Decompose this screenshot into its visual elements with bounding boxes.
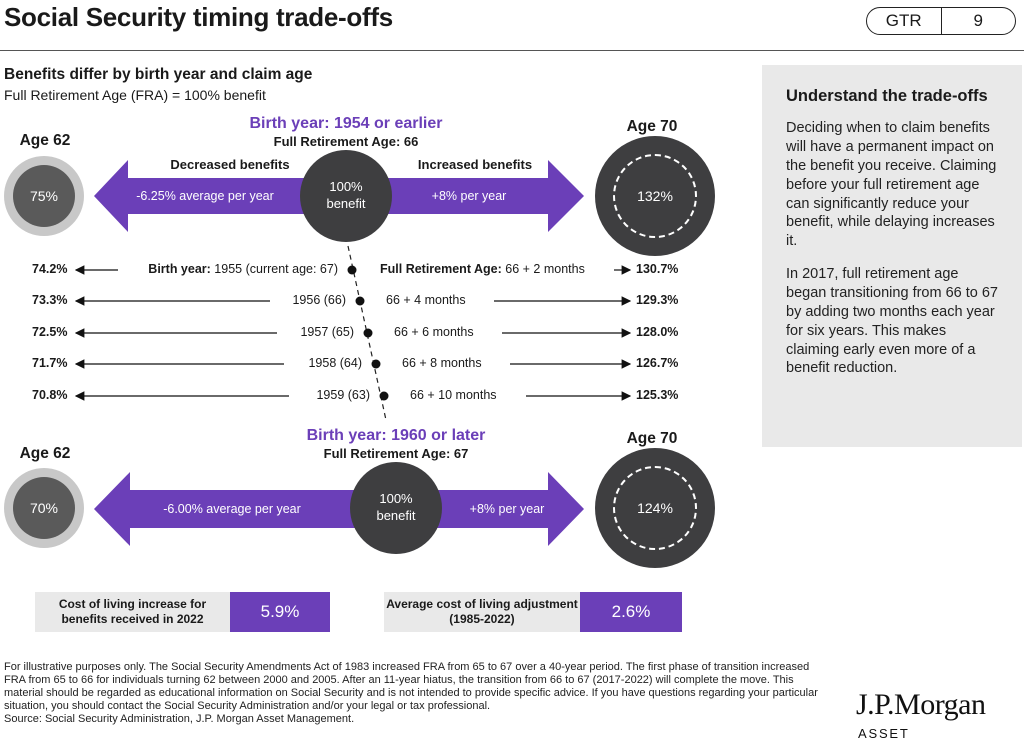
age-62-label-2: Age 62: [19, 445, 71, 462]
decreased-benefits-label: Decreased benefits: [170, 157, 290, 172]
footer-disclaimer: For illustrative purposes only. The Soci…: [4, 661, 824, 726]
header-divider: [0, 50, 1024, 51]
jpmorgan-logo-subtitle: ASSET MANAGEMENT: [858, 726, 967, 744]
age-62-benefit-circle: 75%: [4, 156, 84, 236]
decreased-arrow-2: [94, 472, 362, 546]
sidebar-paragraph-2: In 2017, full retirement age began trans…: [786, 266, 998, 377]
badge-guide-label: GTR: [867, 8, 942, 34]
row-birth-year: 1959 (63): [316, 388, 370, 402]
increased-arrow-1: [384, 160, 584, 232]
increased-arrow-2: [430, 472, 584, 546]
timeline-dot: [347, 265, 357, 275]
row-fra: Full Retirement Age: 66 + 2 months: [380, 262, 585, 276]
disclaimer-text: For illustrative purposes only. The Soci…: [4, 661, 818, 712]
row-reduced-benefit: 73.3%: [32, 293, 68, 307]
row-reduced-benefit: 71.7%: [32, 356, 68, 370]
row-fra: 66 + 10 months: [410, 388, 497, 402]
birth-year-1960-title: Birth year: 1960 or later: [306, 427, 486, 444]
source-text: Source: Social Security Administration, …: [4, 712, 355, 725]
age-70-label-2: Age 70: [626, 430, 678, 447]
badge-page-number: 9: [973, 11, 983, 30]
section-note: Full Retirement Age (FRA) = 100% benefit: [4, 87, 266, 103]
timeline-dot: [363, 328, 373, 338]
row-increased-benefit: 130.7%: [636, 262, 679, 276]
timeline-dot: [379, 391, 389, 401]
row-fra: 66 + 6 months: [394, 325, 474, 339]
age-70-benefit-value-2: 124%: [613, 466, 697, 550]
age-62-benefit-circle-2: 70%: [4, 468, 84, 548]
row-birth-year: Birth year: 1955 (current age: 67): [148, 262, 338, 276]
row-birth-year: 1956 (66): [292, 293, 346, 307]
age-70-benefit-circle: 132%: [595, 136, 715, 256]
sidebar-heading: Understand the trade-offs: [786, 87, 988, 105]
timeline-dashed-line: [347, 245, 387, 421]
decrease-rate-text: -6.25% average per year: [136, 189, 274, 203]
row-increased-benefit: 128.0%: [636, 325, 679, 339]
page-title: Social Security timing trade-offs: [4, 2, 393, 32]
timeline-dot: [371, 359, 381, 369]
row-birth-year: 1958 (64): [308, 356, 362, 370]
page-badge: GTR 9: [866, 7, 1016, 35]
full-benefit-circle: 100% benefit: [300, 150, 392, 242]
decrease-rate-text-2: -6.00% average per year: [163, 502, 301, 516]
increase-rate-text-2: +8% per year: [469, 502, 545, 516]
section-subtitle: Benefits differ by birth year and claim …: [4, 66, 313, 83]
row-increased-benefit: 129.3%: [636, 293, 679, 307]
age-70-benefit-value: 132%: [613, 154, 697, 238]
timeline-dot: [355, 296, 365, 306]
avg-cola-label-box: Average cost of living adjustment (1985-…: [384, 592, 580, 632]
row-reduced-benefit: 74.2%: [32, 262, 68, 276]
avg-cola-value-box: 2.6%: [580, 592, 682, 632]
row-reduced-benefit: 70.8%: [32, 388, 68, 402]
fra-66-title: Full Retirement Age: 66: [273, 134, 419, 149]
increased-benefits-label: Increased benefits: [417, 157, 533, 172]
birth-year-1954-title: Birth year: 1954 or earlier: [249, 115, 443, 132]
age-62-benefit-value-2: 70%: [13, 477, 75, 539]
row-birth-year: 1957 (65): [300, 325, 354, 339]
age-70-benefit-circle-2: 124%: [595, 448, 715, 568]
full-benefit-circle-2: 100% benefit: [350, 462, 442, 554]
cola-value-box: 5.9%: [230, 592, 330, 632]
full-benefit-word: benefit: [326, 196, 366, 211]
age-62-benefit-value: 75%: [13, 165, 75, 227]
sidebar-panel: Understand the trade-offs Deciding when …: [762, 65, 1022, 447]
row-fra: 66 + 8 months: [402, 356, 482, 370]
row-increased-benefit: 126.7%: [636, 356, 679, 370]
row-increased-benefit: 125.3%: [636, 388, 679, 402]
cola-label-box: Cost of living increase for benefits rec…: [35, 592, 230, 632]
full-benefit-word-2: benefit: [376, 508, 416, 523]
age-70-label: Age 70: [626, 118, 678, 135]
row-birth-year-label: Birth year:: [148, 262, 211, 276]
sidebar-paragraph-1: Deciding when to claim benefits will hav…: [786, 120, 997, 250]
increase-rate-text: +8% per year: [431, 189, 507, 203]
age-62-label: Age 62: [19, 132, 71, 149]
row-fra: 66 + 4 months: [386, 293, 466, 307]
row-fra-label: Full Retirement Age:: [380, 262, 502, 276]
fra-67-title: Full Retirement Age: 67: [323, 446, 469, 461]
decreased-arrow-1: [94, 160, 312, 232]
full-benefit-percent: 100%: [329, 179, 363, 195]
diagram-graphics: [74, 160, 632, 546]
jpmorgan-logo: J.P.Morgan: [856, 688, 986, 721]
row-reduced-benefit: 72.5%: [32, 325, 68, 339]
full-benefit-percent-2: 100%: [379, 491, 413, 507]
